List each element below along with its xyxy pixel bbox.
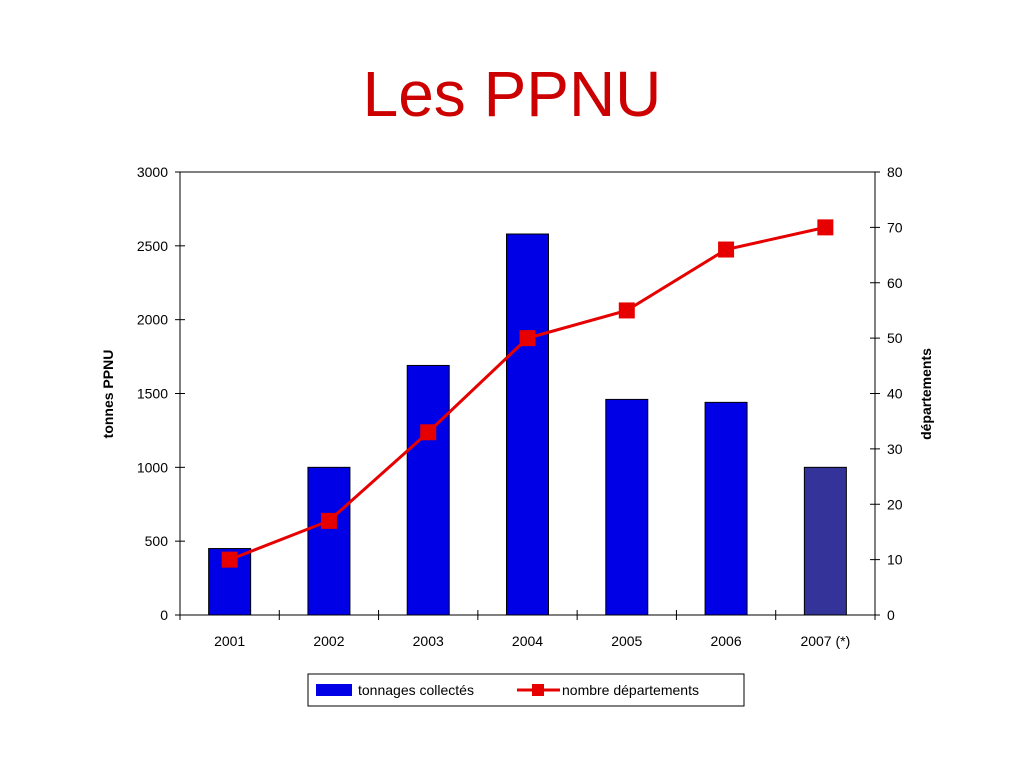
axes: 0 500 1000 1500 2000 2500 3000 0 10 20 30 40 50 60 70 8… (137, 164, 903, 649)
left-tick-label: 2500 (137, 238, 168, 254)
bar-2007 (803, 466, 847, 616)
marker-2005 (618, 302, 635, 319)
right-tick-label: 40 (887, 386, 903, 402)
left-tick-label: 1000 (137, 459, 168, 475)
bar-series (208, 233, 847, 616)
left-tick-label: 1500 (137, 386, 168, 402)
marker-2003 (420, 424, 437, 441)
right-tick-label: 0 (887, 607, 895, 623)
legend: tonnages collectés nombre départements (307, 673, 745, 707)
bar-2006 (704, 401, 748, 616)
right-tick-label: 60 (887, 275, 903, 291)
bar-2003 (406, 364, 450, 616)
right-tick-label: 30 (887, 441, 903, 457)
x-tick-label: 2003 (413, 633, 444, 649)
marker-2004 (519, 330, 536, 347)
right-axis-title: départements (918, 348, 934, 440)
legend-swatch-marker (532, 684, 544, 696)
right-tick-label: 80 (887, 164, 903, 180)
slide-title: Les PPNU (362, 58, 662, 130)
marker-2007 (817, 219, 834, 236)
right-tick-label: 70 (887, 219, 903, 235)
marker-2006 (718, 241, 735, 258)
legend-label-line: nombre départements (562, 682, 699, 698)
left-tick-label: 2000 (137, 312, 168, 328)
legend-label-bars: tonnages collectés (358, 682, 474, 698)
marker-2002 (320, 512, 337, 529)
line-series (221, 219, 834, 568)
left-tick-label: 3000 (137, 164, 168, 180)
legend-swatch-bar (316, 684, 352, 696)
right-tick-label: 20 (887, 496, 903, 512)
x-tick-label: 2002 (313, 633, 344, 649)
x-tick-label: 2005 (611, 633, 642, 649)
x-tick-label: 2007 (*) (800, 633, 850, 649)
x-tick-label: 2004 (512, 633, 543, 649)
bar-2005 (605, 398, 649, 616)
right-tick-label: 10 (887, 552, 903, 568)
left-axis-title: tonnes PPNU (100, 350, 116, 439)
marker-2001 (221, 551, 238, 568)
bar-2004 (506, 233, 549, 616)
right-tick-label: 50 (887, 330, 903, 346)
left-tick-label: 500 (145, 533, 169, 549)
x-tick-label: 2001 (214, 633, 245, 649)
bar-2002 (307, 466, 351, 616)
x-tick-label: 2006 (710, 633, 741, 649)
left-tick-label: 0 (160, 607, 168, 623)
